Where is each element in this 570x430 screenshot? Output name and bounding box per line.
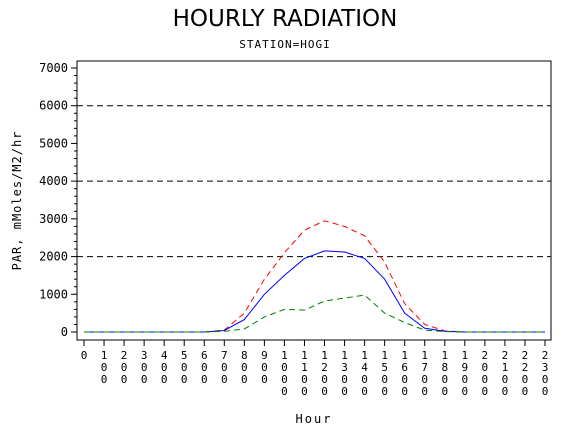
y-axis-label: PAR, mMoles/M2/hr	[10, 131, 24, 271]
y-tick-label: 2000	[39, 250, 68, 264]
plot-frame	[76, 60, 552, 341]
series-line-0	[84, 220, 545, 333]
y-tick-label: 6000	[39, 99, 68, 113]
y-tick-label: 1000	[39, 287, 68, 301]
series-line-1	[84, 250, 545, 333]
chart-title: HOURLY RADIATION	[172, 6, 398, 32]
y-tick-label: 5000	[39, 136, 68, 150]
y-tick-label: 7000	[39, 61, 68, 75]
x-tick-label: 0	[81, 349, 88, 362]
series-line-2	[84, 294, 545, 333]
y-tick-label: 4000	[39, 174, 68, 188]
y-tick-label: 3000	[39, 212, 68, 226]
y-tick-label: 0	[61, 325, 68, 339]
chart-subtitle: STATION=HOGI	[239, 38, 331, 51]
x-axis-label: Hour	[296, 412, 333, 426]
